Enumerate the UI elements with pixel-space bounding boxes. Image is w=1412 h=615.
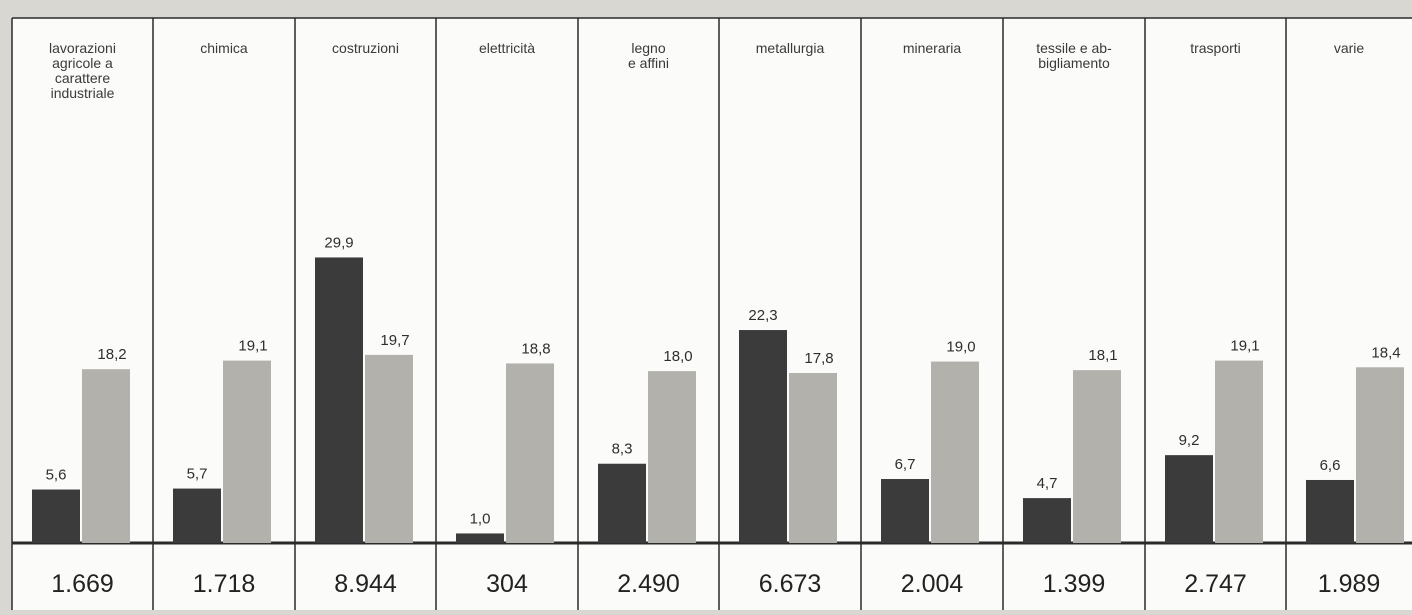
column-total: 6.673 bbox=[759, 570, 822, 598]
bar-dark bbox=[32, 489, 80, 543]
category-label: bigliamento bbox=[1038, 55, 1110, 71]
data-label: 18,0 bbox=[663, 348, 692, 365]
data-label: 29,9 bbox=[324, 234, 353, 251]
data-label: 19,1 bbox=[238, 338, 267, 355]
data-label: 18,2 bbox=[97, 346, 126, 363]
column-total: 2.747 bbox=[1184, 570, 1247, 598]
bar-light bbox=[223, 360, 271, 543]
bar-dark bbox=[1165, 455, 1213, 543]
data-label: 5,7 bbox=[187, 466, 208, 483]
column-total: 304 bbox=[486, 570, 528, 598]
data-label: 22,3 bbox=[748, 307, 777, 324]
bar-dark bbox=[1023, 498, 1071, 543]
column-total: 2.490 bbox=[617, 570, 680, 598]
column-total: 2.004 bbox=[901, 570, 964, 598]
data-label: 19,1 bbox=[1230, 338, 1259, 355]
category-label: elettricità bbox=[479, 40, 535, 56]
data-label: 8,3 bbox=[612, 441, 633, 458]
column-total: 1.718 bbox=[193, 570, 256, 598]
data-label: 1,0 bbox=[470, 510, 491, 527]
category-label: varie bbox=[1334, 40, 1365, 56]
column-total: 1.669 bbox=[51, 570, 114, 598]
bar-light bbox=[1073, 370, 1121, 543]
bar-dark bbox=[881, 479, 929, 543]
bar-light bbox=[365, 354, 413, 543]
category-label: mineraria bbox=[903, 40, 962, 56]
data-label: 18,4 bbox=[1371, 344, 1400, 361]
category-label: legno bbox=[631, 40, 665, 56]
bar-light bbox=[506, 363, 554, 543]
bar-light bbox=[789, 373, 837, 543]
bar-dark bbox=[739, 330, 787, 543]
column-total: 1.399 bbox=[1043, 570, 1106, 598]
data-label: 9,2 bbox=[1179, 432, 1200, 449]
data-label: 19,0 bbox=[946, 339, 975, 356]
data-label: 5,6 bbox=[46, 467, 67, 484]
bar-dark bbox=[598, 463, 646, 543]
category-label: chimica bbox=[200, 40, 248, 56]
data-label: 19,7 bbox=[380, 332, 409, 349]
data-label: 17,8 bbox=[804, 350, 833, 367]
bar-light bbox=[931, 361, 979, 543]
bar-light bbox=[1356, 367, 1404, 543]
category-label: costruzioni bbox=[332, 40, 399, 56]
category-label: carattere bbox=[55, 70, 110, 86]
data-label: 18,8 bbox=[521, 340, 550, 357]
data-label: 6,7 bbox=[895, 456, 916, 473]
bar-dark bbox=[173, 488, 221, 543]
totals-row bbox=[12, 543, 1412, 610]
data-label: 18,1 bbox=[1088, 347, 1117, 364]
category-label: trasporti bbox=[1190, 40, 1241, 56]
data-label: 6,6 bbox=[1320, 457, 1341, 474]
column-total: 8.944 bbox=[334, 570, 397, 598]
data-label: 4,7 bbox=[1037, 475, 1058, 492]
category-label: tessile e ab- bbox=[1036, 40, 1112, 56]
category-label: industriale bbox=[51, 85, 115, 101]
category-label: e affini bbox=[628, 55, 669, 71]
column-total: 1.989 bbox=[1318, 570, 1381, 598]
bar-dark bbox=[456, 533, 504, 543]
category-label: agricole a bbox=[52, 55, 113, 71]
bar-dark bbox=[315, 257, 363, 543]
category-label: metallurgia bbox=[756, 40, 825, 56]
bar-light bbox=[648, 371, 696, 543]
category-label: lavorazioni bbox=[49, 40, 116, 56]
bar-dark bbox=[1306, 479, 1354, 543]
bar-light bbox=[1215, 360, 1263, 543]
bar-light bbox=[82, 369, 130, 543]
